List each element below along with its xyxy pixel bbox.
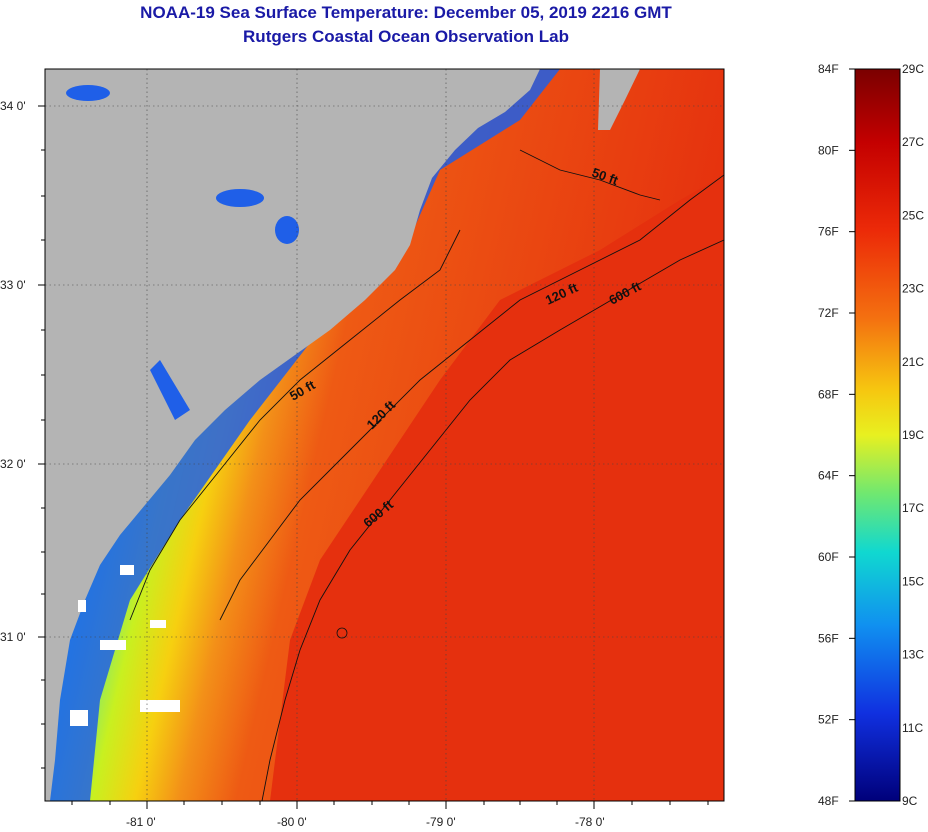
colorbar-c-label: 19C [902,428,924,442]
lon-label-79: -79 0' [426,815,456,829]
lon-label-81: -81 0' [126,815,156,829]
depth-contours [129,149,724,801]
colorbar-f-label: 76F [818,225,839,239]
colorbar-c-label: 17C [902,501,924,515]
lake-marion [275,216,299,244]
colorbar-c-label: 11C [902,721,923,735]
colorbar-c-label: 13C [902,648,924,662]
estuary-south [150,360,190,420]
land-cape [598,69,640,130]
cloud-mask [70,565,180,726]
colorbar-labels: 84F 80F 76F 72F 68F 64F 60F 56F 52F 48F 29C 27C 25C 2… [818,62,924,808]
colorbar [854,68,901,802]
estuary-north [66,85,110,101]
colorbar-f-label: 64F [818,469,839,483]
colorbar-c-label: 27C [902,135,924,149]
buoy-marker [336,627,348,639]
lon-ticks [71,801,709,809]
lon-label-80: -80 0' [277,815,307,829]
land-mass [45,69,540,801]
lat-label-31: 31 0' [0,630,26,644]
lat-label-32: 32 0' [0,457,26,471]
map-area: 50 ft 50 ft 120 ft 120 ft 600 ft 600 ft [45,69,724,801]
lake-murray [216,189,264,207]
lat-label-34: 34 0' [0,99,26,113]
colorbar-f-label: 80F [818,143,839,157]
graticule [45,69,724,801]
colorbar-f-label: 72F [818,306,839,320]
colorbar-c-label: 21C [902,355,924,369]
colorbar-f-label: 84F [818,62,839,76]
contour-120ft [219,174,724,621]
colorbar-f-label: 52F [818,713,839,727]
map-frame [44,68,725,802]
map-subtitle: Rutgers Coastal Ocean Observation Lab [243,27,569,46]
colorbar-f-label: 48F [818,794,839,808]
colorbar-f-label: 56F [818,631,839,645]
contour-600ft [261,239,724,801]
lat-label-33: 33 0' [0,278,26,292]
map-title: NOAA-19 Sea Surface Temperature: Decembe… [140,3,672,22]
colorbar-c-label: 15C [902,574,924,588]
colorbar-f-label: 68F [818,387,839,401]
colorbar-f-label: 60F [818,550,839,564]
colorbar-c-label: 23C [902,282,924,296]
lon-label-78: -78 0' [575,815,605,829]
colorbar-c-label: 29C [902,62,924,76]
contour-50ft [129,229,461,621]
contour-50ft-north [519,149,661,201]
colorbar-c-label: 25C [902,208,924,222]
colorbar-c-label: 9C [902,794,918,808]
lat-ticks [38,105,45,769]
